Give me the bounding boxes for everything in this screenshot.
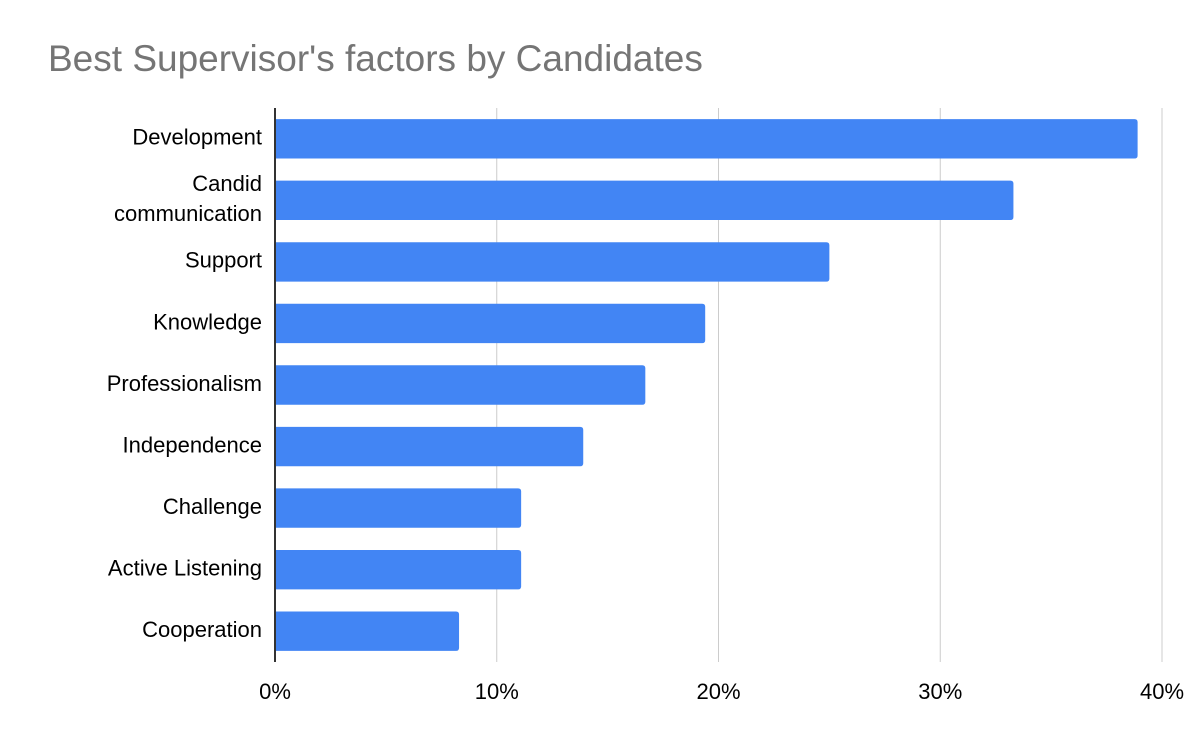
bar-professionalism: [275, 365, 646, 405]
category-label: Active Listening: [108, 555, 262, 580]
x-tick-label: 0%: [259, 679, 291, 704]
bar-cooperation: [275, 611, 460, 651]
bar-active-listening: [275, 549, 522, 590]
category-label: Knowledge: [153, 309, 262, 334]
category-label: Cooperation: [142, 617, 262, 642]
x-tick-label: 20%: [696, 679, 740, 704]
bar-support: [275, 242, 830, 282]
category-label: Challenge: [163, 494, 262, 519]
x-tick-label: 40%: [1140, 679, 1184, 704]
bar-challenge: [275, 488, 522, 528]
chart-title: Best Supervisor's factors by Candidates: [48, 38, 703, 79]
x-tick-label: 10%: [475, 679, 519, 704]
category-label: Professionalism: [107, 371, 262, 396]
x-tick-labels: 0% 10% 20% 30% 40%: [259, 679, 1184, 704]
category-label: Support: [185, 248, 262, 273]
bar-independence: [275, 426, 584, 467]
bar-development: [275, 119, 1138, 159]
category-label: Candid communication: [114, 171, 262, 226]
bars: [275, 119, 1138, 651]
x-tick-label: 30%: [918, 679, 962, 704]
category-label: Development: [132, 125, 262, 150]
category-label: Independence: [123, 432, 262, 457]
bar-candid-communication: [275, 180, 1014, 221]
bar-knowledge: [275, 303, 706, 344]
category-labels: Development Candid communication Support Kno…: [107, 125, 262, 642]
